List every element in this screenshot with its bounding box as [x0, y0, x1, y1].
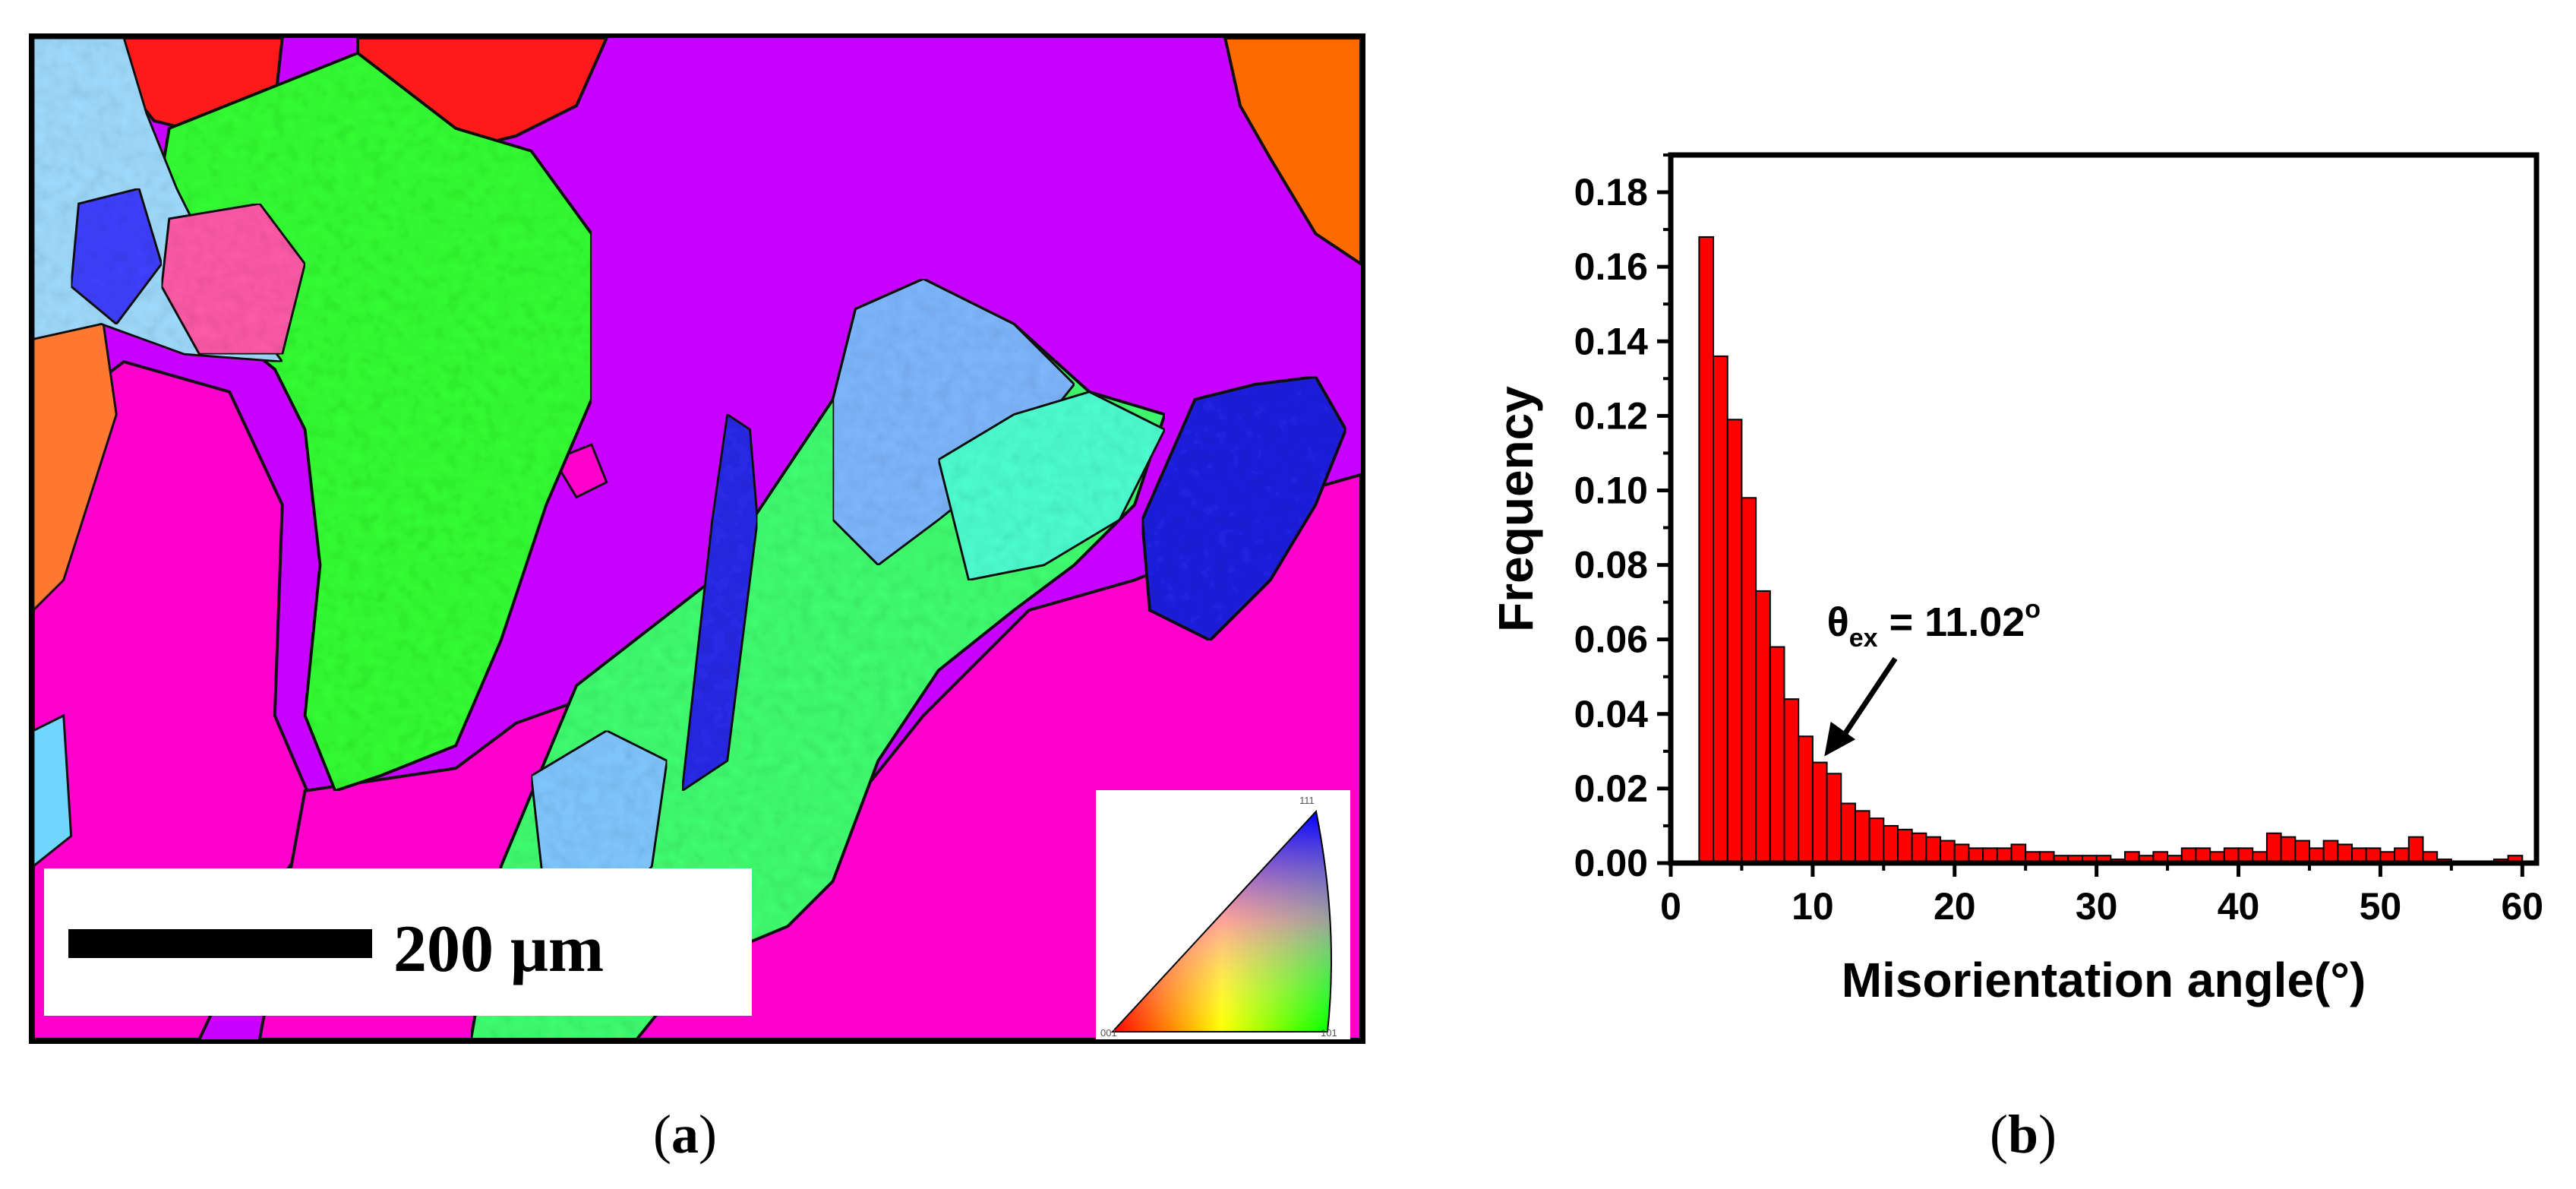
- histogram-bar: [1798, 735, 1814, 865]
- histogram-bar: [1713, 355, 1728, 864]
- annotation-arrow-head: [1824, 721, 1856, 757]
- ebsd-orientation-map: [33, 38, 1361, 1039]
- grain-blue-left: [70, 187, 163, 326]
- y-tick-label: 0.16: [1574, 245, 1648, 288]
- histogram-bar: [1953, 843, 1970, 865]
- histogram-bar: [1726, 419, 1743, 864]
- histogram-bar: [1840, 802, 1856, 865]
- histogram-bar: [1769, 646, 1785, 864]
- y-tick-label: 0.10: [1574, 469, 1648, 511]
- histogram-bar: [1811, 761, 1828, 865]
- histogram-bar: [2010, 843, 2027, 865]
- scale-bar: [68, 929, 372, 958]
- histogram-bar: [1698, 236, 1715, 865]
- histogram-bar: [1940, 840, 1956, 864]
- x-tick-label: 60: [2501, 885, 2543, 928]
- ipf-label-111: 111: [1299, 795, 1315, 806]
- histogram-bar: [1741, 497, 1757, 864]
- annotation-arrow-line: [1839, 656, 1898, 742]
- y-tick-label: 0.14: [1574, 320, 1649, 362]
- histogram-bar: [1911, 832, 1927, 864]
- y-tick-label: 0.00: [1574, 842, 1648, 884]
- histogram-bar: [2407, 836, 2424, 864]
- histogram-bar: [2280, 836, 2297, 864]
- x-axis-title: Misorientation angle(°): [1842, 953, 2366, 1007]
- annotation-theta-ex: θex = 11.02o: [1827, 595, 2041, 653]
- grain-blue-spike: [680, 412, 759, 793]
- x-tick-label: 40: [2218, 885, 2260, 928]
- ebsd-map-panel: 200 μm 111 001 101: [29, 33, 1365, 1044]
- y-axis-title: Frequency: [1488, 386, 1543, 632]
- ipf-label-101: 101: [1321, 1027, 1337, 1039]
- grain-pink-left: [160, 202, 307, 356]
- y-tick-label: 0.02: [1574, 767, 1648, 810]
- ipf-color-key: 111 001 101: [1096, 790, 1350, 1039]
- histogram-bar: [1826, 773, 1842, 864]
- grain-cyan-bottom-left: [33, 713, 73, 868]
- x-tick-label: 50: [2360, 885, 2402, 928]
- histogram-bar: [2265, 832, 2282, 864]
- x-tick-label: 10: [1792, 885, 1834, 928]
- grain-teal-center: [937, 391, 1166, 582]
- caption-a: (a): [653, 1104, 717, 1165]
- x-tick-label: 20: [1934, 885, 1976, 928]
- misorientation-histogram: 0 10 20 30 40 50 60 0.00 0.02 0.04 0.06 0.08 0.10 0.1…: [1488, 152, 2543, 1007]
- y-tick-label: 0.04: [1574, 693, 1649, 735]
- ipf-triangle: [1110, 809, 1332, 1032]
- plot-frame: [1668, 152, 2540, 866]
- grain-orange-top-right: [1223, 38, 1361, 266]
- histogram-bar: [2294, 840, 2310, 864]
- x-tick-label: 30: [2076, 885, 2118, 928]
- histogram-bar: [1897, 828, 1913, 865]
- grain-blue-right: [1140, 375, 1348, 643]
- y-tick-label: 0.18: [1574, 171, 1648, 213]
- histogram-bar: [2322, 840, 2339, 864]
- y-tick-label: 0.08: [1574, 544, 1648, 587]
- histogram-bar: [1868, 817, 1885, 864]
- y-tick-label: 0.12: [1574, 394, 1648, 437]
- histogram-bar: [2337, 843, 2353, 865]
- x-tick-label: 0: [1660, 885, 1681, 928]
- histogram-bar: [1755, 590, 1771, 864]
- histogram-bar: [1783, 698, 1800, 864]
- scale-bar-label: 200 μm: [393, 912, 605, 986]
- scale-bar-box: 200 μm: [44, 868, 752, 1016]
- caption-b: (b): [1990, 1104, 2057, 1165]
- histogram-bar: [1854, 810, 1870, 864]
- histogram-bar: [1883, 824, 1899, 865]
- ipf-label-001: 001: [1100, 1027, 1117, 1039]
- y-tick-label: 0.06: [1574, 618, 1648, 661]
- histogram-bar: [1925, 836, 1942, 864]
